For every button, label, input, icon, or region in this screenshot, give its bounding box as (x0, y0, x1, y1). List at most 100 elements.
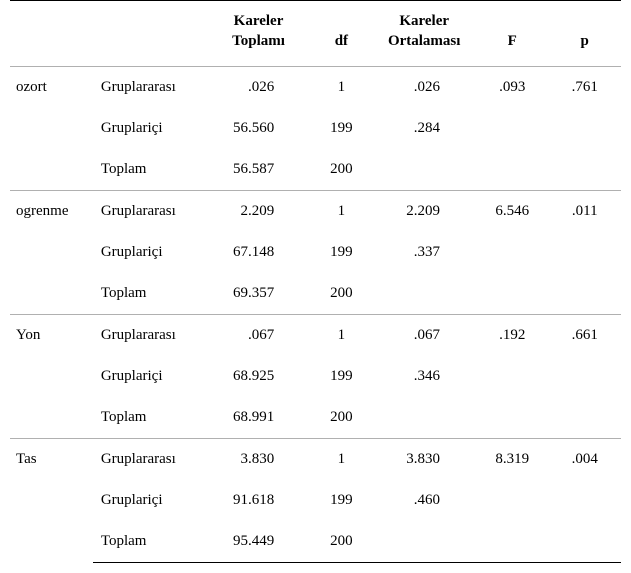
p-cell (548, 149, 621, 191)
table-row: Gruplariçi67.148199.337 (10, 232, 621, 273)
header-blank-1 (10, 1, 93, 67)
p-cell (548, 232, 621, 273)
header-row: KarelerToplamı df KarelerOrtalaması F p (10, 1, 621, 67)
sum-squares-cell: 2.209 (207, 190, 311, 232)
df-cell: 199 (310, 356, 372, 397)
df-cell: 200 (310, 521, 372, 563)
header-blank-2 (93, 1, 207, 67)
sum-squares-cell: 56.587 (207, 149, 311, 191)
sum-squares-cell: 3.830 (207, 438, 311, 480)
df-cell: 200 (310, 149, 372, 191)
header-df: df (310, 1, 372, 67)
f-cell (476, 356, 548, 397)
df-cell: 1 (310, 66, 372, 108)
source-label: Gruplariçi (93, 480, 207, 521)
mean-square-cell (372, 273, 476, 315)
mean-square-cell (372, 149, 476, 191)
table-body: ozortGruplararası.0261.026.093.761Grupla… (10, 66, 621, 562)
mean-square-cell: .346 (372, 356, 476, 397)
f-cell (476, 232, 548, 273)
source-label: Gruplariçi (93, 108, 207, 149)
table-row: ogrenmeGruplararası2.20912.2096.546.011 (10, 190, 621, 232)
f-cell: .093 (476, 66, 548, 108)
p-cell (548, 521, 621, 563)
df-cell: 1 (310, 190, 372, 232)
group-name: Tas (10, 438, 93, 562)
table-row: Gruplariçi68.925199.346 (10, 356, 621, 397)
header-f: F (476, 1, 548, 67)
table-row: Gruplariçi56.560199.284 (10, 108, 621, 149)
table-row: Toplam95.449200 (10, 521, 621, 563)
source-label: Gruplariçi (93, 356, 207, 397)
mean-square-cell: .337 (372, 232, 476, 273)
p-cell: .661 (548, 314, 621, 356)
header-sum-squares: KarelerToplamı (207, 1, 311, 67)
source-label: Toplam (93, 397, 207, 439)
p-cell (548, 273, 621, 315)
sum-squares-cell: .067 (207, 314, 311, 356)
source-label: Gruplararası (93, 438, 207, 480)
source-label: Gruplararası (93, 66, 207, 108)
table-row: YonGruplararası.0671.067.192.661 (10, 314, 621, 356)
mean-square-cell: .067 (372, 314, 476, 356)
f-cell (476, 521, 548, 563)
p-cell (548, 397, 621, 439)
p-cell: .004 (548, 438, 621, 480)
mean-square-cell (372, 397, 476, 439)
sum-squares-cell: 69.357 (207, 273, 311, 315)
table-row: ozortGruplararası.0261.026.093.761 (10, 66, 621, 108)
header-p: p (548, 1, 621, 67)
df-cell: 199 (310, 108, 372, 149)
mean-square-cell: .284 (372, 108, 476, 149)
table-row: Toplam68.991200 (10, 397, 621, 439)
anova-table-container: KarelerToplamı df KarelerOrtalaması F p … (0, 0, 631, 573)
source-label: Toplam (93, 521, 207, 563)
anova-table: KarelerToplamı df KarelerOrtalaması F p … (10, 0, 621, 563)
p-cell (548, 480, 621, 521)
table-row: Gruplariçi91.618199.460 (10, 480, 621, 521)
df-cell: 199 (310, 232, 372, 273)
p-cell: .011 (548, 190, 621, 232)
f-cell (476, 149, 548, 191)
df-cell: 1 (310, 438, 372, 480)
mean-square-cell (372, 521, 476, 563)
table-row: TasGruplararası3.83013.8308.319.004 (10, 438, 621, 480)
mean-square-cell: 2.209 (372, 190, 476, 232)
table-row: Toplam56.587200 (10, 149, 621, 191)
df-cell: 1 (310, 314, 372, 356)
df-cell: 200 (310, 273, 372, 315)
sum-squares-cell: 95.449 (207, 521, 311, 563)
sum-squares-cell: 56.560 (207, 108, 311, 149)
source-label: Gruplariçi (93, 232, 207, 273)
mean-square-cell: .460 (372, 480, 476, 521)
sum-squares-cell: 68.925 (207, 356, 311, 397)
f-cell: 6.546 (476, 190, 548, 232)
f-cell (476, 108, 548, 149)
source-label: Gruplararası (93, 314, 207, 356)
group-name: ogrenme (10, 190, 93, 314)
p-cell (548, 108, 621, 149)
df-cell: 200 (310, 397, 372, 439)
p-cell (548, 356, 621, 397)
group-name: Yon (10, 314, 93, 438)
f-cell: 8.319 (476, 438, 548, 480)
table-row: Toplam69.357200 (10, 273, 621, 315)
source-label: Toplam (93, 149, 207, 191)
header-mean-square: KarelerOrtalaması (372, 1, 476, 67)
f-cell (476, 397, 548, 439)
sum-squares-cell: 67.148 (207, 232, 311, 273)
p-cell: .761 (548, 66, 621, 108)
f-cell: .192 (476, 314, 548, 356)
sum-squares-cell: 91.618 (207, 480, 311, 521)
mean-square-cell: 3.830 (372, 438, 476, 480)
sum-squares-cell: .026 (207, 66, 311, 108)
group-name: ozort (10, 66, 93, 190)
df-cell: 199 (310, 480, 372, 521)
source-label: Toplam (93, 273, 207, 315)
mean-square-cell: .026 (372, 66, 476, 108)
header-ms-line: KarelerOrtalaması (388, 13, 461, 49)
source-label: Gruplararası (93, 190, 207, 232)
header-ss-line1: KarelerToplamı (232, 13, 285, 49)
f-cell (476, 480, 548, 521)
sum-squares-cell: 68.991 (207, 397, 311, 439)
